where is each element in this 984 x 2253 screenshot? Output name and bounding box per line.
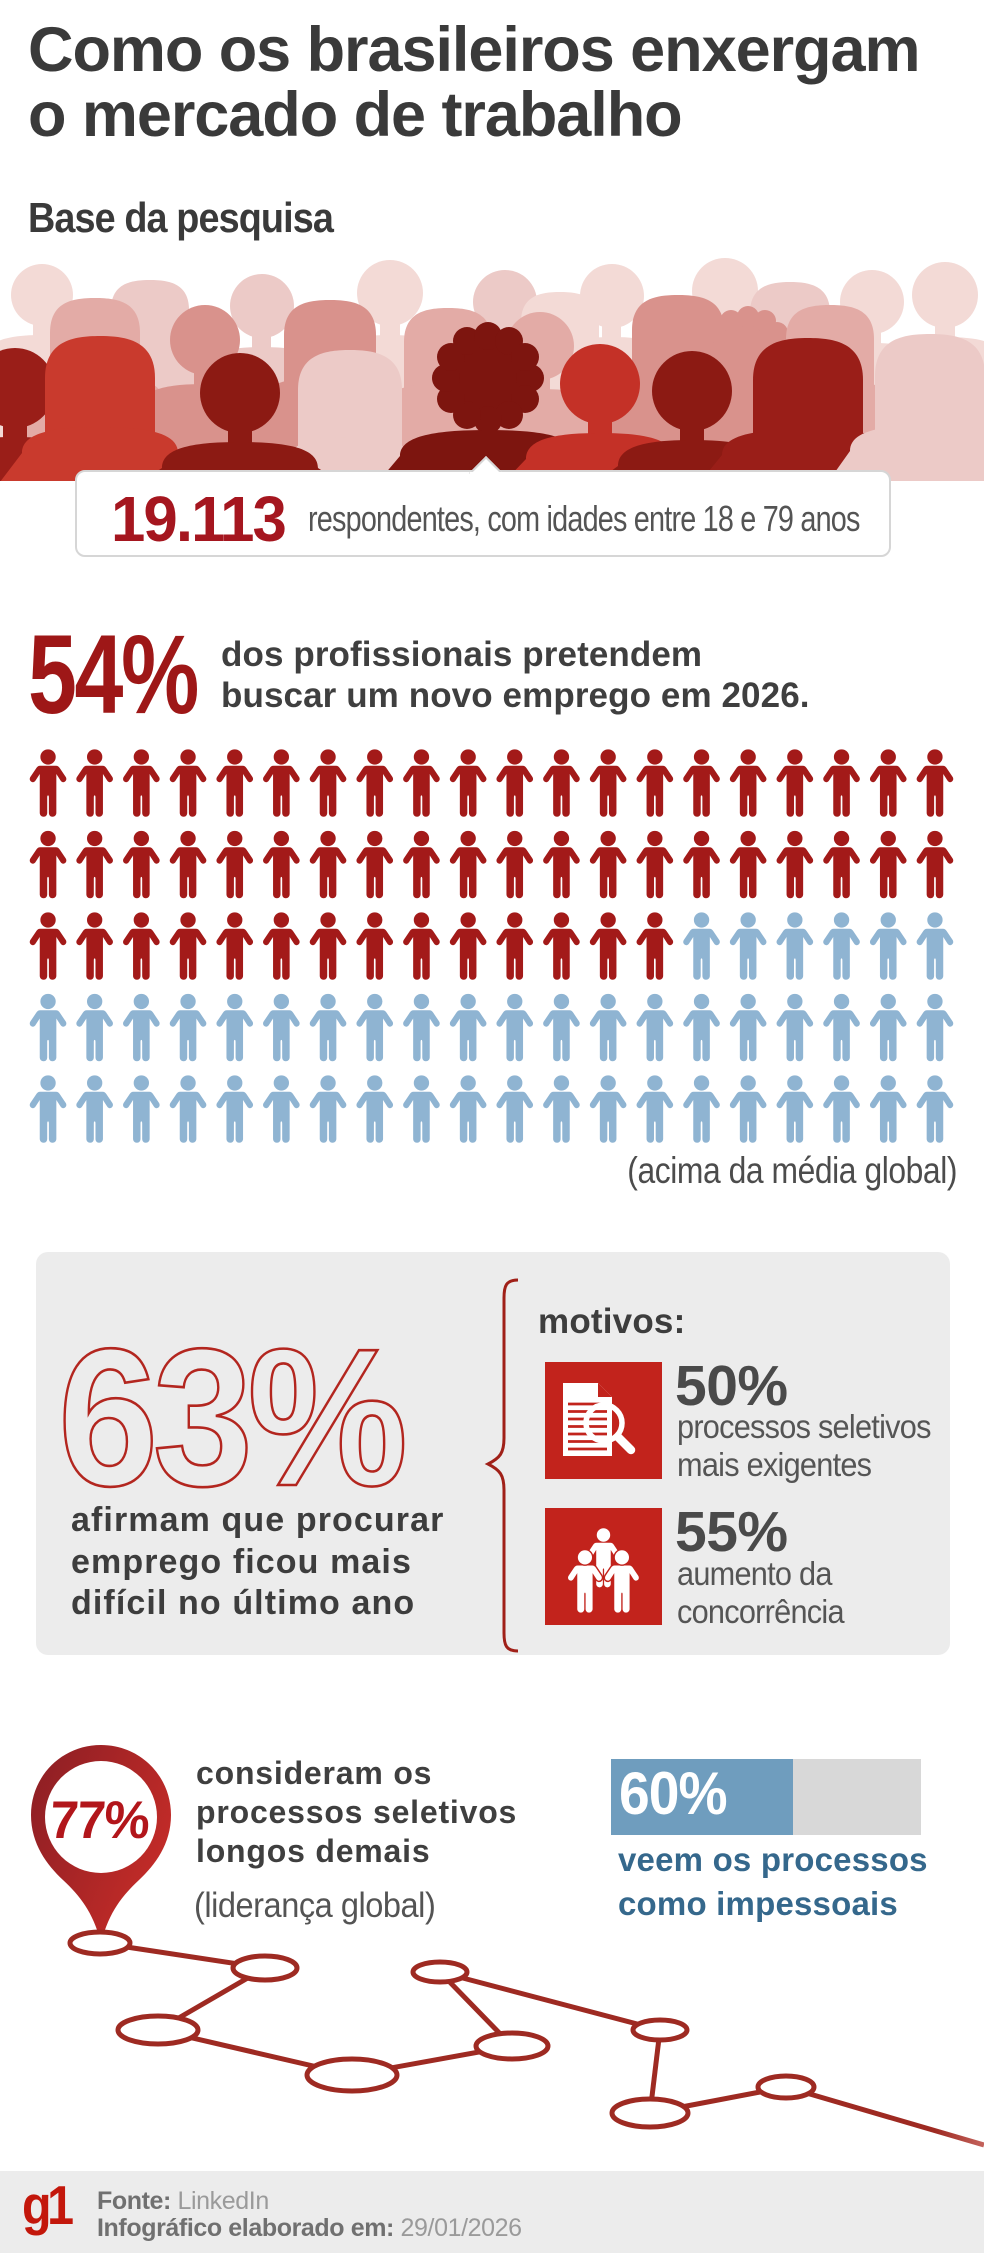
svg-text:63%: 63%: [58, 1308, 404, 1520]
